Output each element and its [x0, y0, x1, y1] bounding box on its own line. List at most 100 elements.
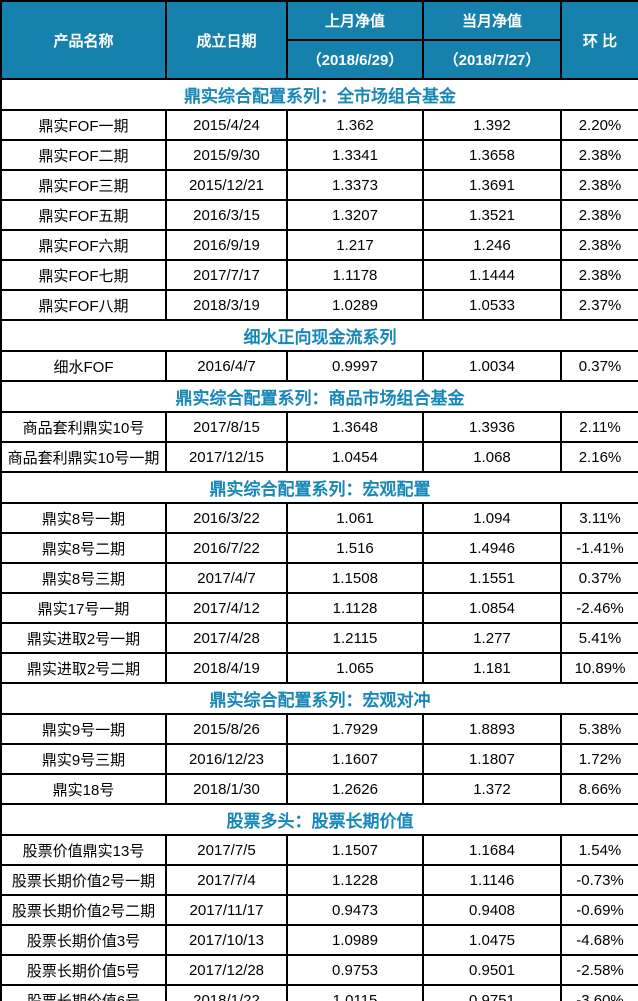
product-name-cell: 股票长期价值5号: [0, 954, 167, 986]
header-inception-date: 成立日期: [165, 0, 288, 80]
current-month-nav-cell: 1.0854: [422, 592, 562, 624]
last-month-nav-cell: 0.9997: [286, 350, 424, 382]
product-name-cell: 鼎实FOF三期: [0, 169, 167, 201]
table-row: 鼎实FOF六期 2016/9/19 1.217 1.246 2.38%: [0, 229, 638, 261]
current-month-nav-cell: 1.068: [422, 441, 562, 473]
inception-date-cell: 2017/4/28: [165, 622, 288, 654]
mom-change-cell: 5.38%: [560, 713, 638, 745]
last-month-nav-cell: 1.516: [286, 532, 424, 564]
inception-date-cell: 2017/10/13: [165, 924, 288, 956]
current-month-nav-cell: 1.1146: [422, 864, 562, 896]
header-product-name: 产品名称: [0, 0, 167, 80]
product-name-cell: 鼎实8号一期: [0, 502, 167, 534]
table-row: 鼎实FOF七期 2017/7/17 1.1178 1.1444 2.38%: [0, 259, 638, 291]
inception-date-cell: 2016/9/19: [165, 229, 288, 261]
mom-change-cell: 0.37%: [560, 350, 638, 382]
product-name-cell: 股票长期价值3号: [0, 924, 167, 956]
table-row: 股票长期价值2号二期 2017/11/17 0.9473 0.9408 -0.69%: [0, 894, 638, 926]
product-name-cell: 鼎实8号三期: [0, 562, 167, 594]
inception-date-cell: 2017/8/15: [165, 411, 288, 443]
current-month-nav-cell: 1.4946: [422, 532, 562, 564]
last-month-nav-cell: 0.9473: [286, 894, 424, 926]
table-row: 商品套利鼎实10号 2017/8/15 1.3648 1.3936 2.11%: [0, 411, 638, 443]
product-name-cell: 鼎实FOF六期: [0, 229, 167, 261]
mom-change-cell: 2.38%: [560, 169, 638, 201]
current-month-nav-cell: 1.3936: [422, 411, 562, 443]
current-month-nav-cell: 0.9408: [422, 894, 562, 926]
mom-change-cell: 2.38%: [560, 259, 638, 291]
mom-change-cell: 2.38%: [560, 139, 638, 171]
product-name-cell: 细水FOF: [0, 350, 167, 382]
section-title-row: 鼎实综合配置系列：宏观对冲: [0, 682, 638, 715]
inception-date-cell: 2016/4/7: [165, 350, 288, 382]
product-name-cell: 鼎实18号: [0, 773, 167, 805]
product-name-cell: 鼎实8号二期: [0, 532, 167, 564]
product-name-cell: 股票长期价值2号二期: [0, 894, 167, 926]
inception-date-cell: 2017/7/17: [165, 259, 288, 291]
table-row: 鼎实FOF五期 2016/3/15 1.3207 1.3521 2.38%: [0, 199, 638, 231]
last-month-nav-cell: 1.3341: [286, 139, 424, 171]
last-month-nav-cell: 1.0115: [286, 984, 424, 1001]
section-title: 鼎实综合配置系列：全市场组合基金: [0, 78, 638, 111]
mom-change-cell: -1.41%: [560, 532, 638, 564]
last-month-nav-cell: 1.1128: [286, 592, 424, 624]
section-title: 鼎实综合配置系列：商品市场组合基金: [0, 380, 638, 413]
table-row: 鼎实18号 2018/1/30 1.2626 1.372 8.66%: [0, 773, 638, 805]
table-row: 鼎实FOF八期 2018/3/19 1.0289 1.0533 2.37%: [0, 289, 638, 321]
inception-date-cell: 2018/1/30: [165, 773, 288, 805]
current-month-nav-cell: 1.277: [422, 622, 562, 654]
current-month-nav-cell: 1.0034: [422, 350, 562, 382]
last-month-nav-cell: 1.0289: [286, 289, 424, 321]
mom-change-cell: 2.20%: [560, 109, 638, 141]
current-month-nav-cell: 1.1444: [422, 259, 562, 291]
table-row: 鼎实FOF三期 2015/12/21 1.3373 1.3691 2.38%: [0, 169, 638, 201]
inception-date-cell: 2016/7/22: [165, 532, 288, 564]
current-month-nav-cell: 1.1684: [422, 834, 562, 866]
last-month-nav-cell: 1.362: [286, 109, 424, 141]
section-title-row: 鼎实综合配置系列：全市场组合基金: [0, 78, 638, 111]
current-month-nav-cell: 1.8893: [422, 713, 562, 745]
mom-change-cell: -4.68%: [560, 924, 638, 956]
section-title-row: 股票多头：股票长期价值: [0, 803, 638, 836]
current-month-nav-cell: 1.0533: [422, 289, 562, 321]
table-row: 股票价值鼎实13号 2017/7/5 1.1507 1.1684 1.54%: [0, 834, 638, 866]
inception-date-cell: 2018/1/22: [165, 984, 288, 1001]
inception-date-cell: 2017/12/15: [165, 441, 288, 473]
current-month-nav-cell: 1.3658: [422, 139, 562, 171]
inception-date-cell: 2015/4/24: [165, 109, 288, 141]
product-name-cell: 股票长期价值2号一期: [0, 864, 167, 896]
product-name-cell: 鼎实进取2号二期: [0, 652, 167, 684]
last-month-nav-cell: 1.3373: [286, 169, 424, 201]
mom-change-cell: 2.38%: [560, 229, 638, 261]
inception-date-cell: 2016/3/15: [165, 199, 288, 231]
last-month-nav-cell: 1.061: [286, 502, 424, 534]
table-row: 股票长期价值5号 2017/12/28 0.9753 0.9501 -2.58%: [0, 954, 638, 986]
last-month-nav-cell: 1.2626: [286, 773, 424, 805]
last-month-nav-cell: 1.065: [286, 652, 424, 684]
product-name-cell: 商品套利鼎实10号: [0, 411, 167, 443]
mom-change-cell: -3.60%: [560, 984, 638, 1001]
current-month-nav-cell: 0.9751: [422, 984, 562, 1001]
mom-change-cell: 2.11%: [560, 411, 638, 443]
section-title-row: 鼎实综合配置系列：商品市场组合基金: [0, 380, 638, 413]
product-name-cell: 鼎实FOF五期: [0, 199, 167, 231]
current-month-nav-cell: 0.9501: [422, 954, 562, 986]
last-month-nav-cell: 1.7929: [286, 713, 424, 745]
product-name-cell: 鼎实9号一期: [0, 713, 167, 745]
mom-change-cell: 3.11%: [560, 502, 638, 534]
mom-change-cell: 0.37%: [560, 562, 638, 594]
inception-date-cell: 2017/4/7: [165, 562, 288, 594]
inception-date-cell: 2015/9/30: [165, 139, 288, 171]
table-row: 鼎实进取2号一期 2017/4/28 1.2115 1.277 5.41%: [0, 622, 638, 654]
table-row: 商品套利鼎实10号一期 2017/12/15 1.0454 1.068 2.16%: [0, 441, 638, 473]
product-name-cell: 股票长期价值6号: [0, 984, 167, 1001]
last-month-nav-cell: 1.0454: [286, 441, 424, 473]
section-title: 鼎实综合配置系列：宏观对冲: [0, 682, 638, 715]
mom-change-cell: 1.54%: [560, 834, 638, 866]
mom-change-cell: -0.73%: [560, 864, 638, 896]
last-month-nav-cell: 1.1228: [286, 864, 424, 896]
product-name-cell: 鼎实FOF一期: [0, 109, 167, 141]
inception-date-cell: 2018/3/19: [165, 289, 288, 321]
last-month-nav-cell: 1.2115: [286, 622, 424, 654]
